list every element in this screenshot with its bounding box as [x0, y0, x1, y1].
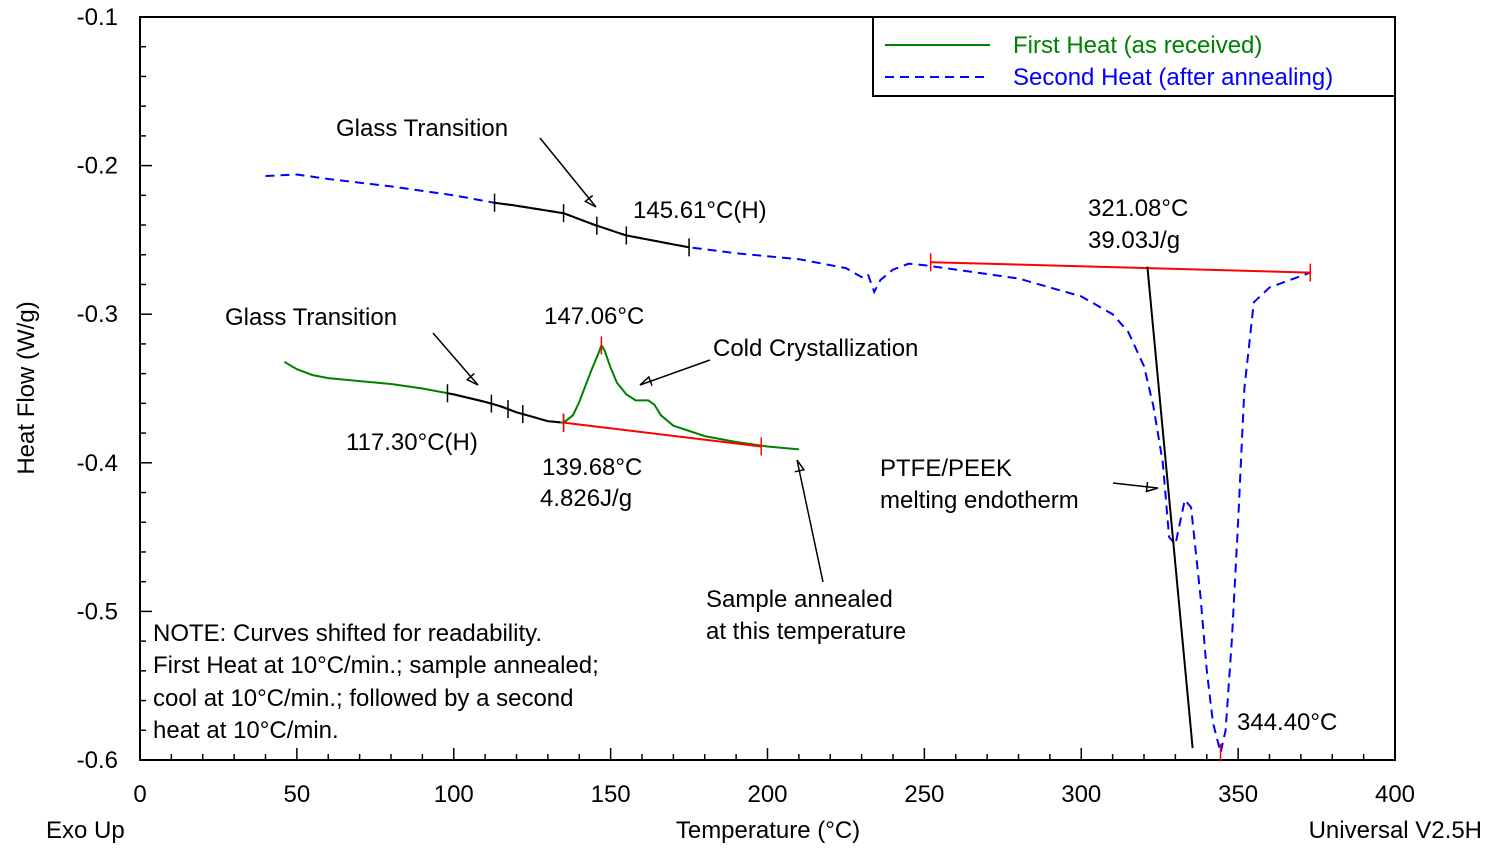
- annotation-arrow-head: [584, 194, 597, 208]
- version-label: Universal V2.5H: [1309, 817, 1482, 844]
- x-tick-label: 200: [747, 781, 787, 808]
- annotation-arrow: [639, 359, 711, 386]
- y-tick-label: -0.4: [77, 450, 118, 477]
- annotation-arrow: [1112, 482, 1159, 489]
- annotation-text: First Heat at 10°C/min.; sample annealed…: [153, 652, 599, 679]
- y-tick-label: -0.1: [77, 4, 118, 31]
- annotation-text: Glass Transition: [336, 115, 508, 142]
- x-tick-label: 150: [591, 781, 631, 808]
- annotation-arrow-head: [794, 459, 806, 473]
- annotation-text: Sample annealed: [706, 586, 893, 613]
- x-tick-label: 250: [904, 781, 944, 808]
- annotation-text: 145.61°C(H): [633, 197, 767, 224]
- melt-onset-tangent: [1146, 266, 1194, 749]
- annotation-text: melting endotherm: [880, 487, 1079, 514]
- annotation-arrow: [796, 459, 824, 583]
- y-tick-label: -0.3: [77, 301, 118, 328]
- annotation-text: at this temperature: [706, 618, 906, 645]
- x-axis-label: Temperature (°C): [676, 817, 860, 844]
- series-line-second-heat: [265, 173, 1311, 753]
- series-line-first-heat: [283, 343, 799, 451]
- annotation-arrow-head: [465, 373, 479, 386]
- x-tick-label: 400: [1375, 781, 1415, 808]
- annotation-text: 344.40°C: [1237, 709, 1337, 736]
- annotation-text: cool at 10°C/min.; followed by a second: [153, 685, 574, 712]
- cold-cryst-baseline: [563, 421, 762, 448]
- tg-overlay-second-heat: [494, 201, 690, 249]
- x-tick-label: 300: [1061, 781, 1101, 808]
- plot-frame: [139, 16, 1396, 761]
- melt-baseline: [930, 261, 1311, 274]
- x-tick-label: 50: [284, 781, 311, 808]
- annotation-text: 147.06°C: [544, 303, 644, 330]
- legend-box: [872, 16, 1396, 97]
- annotation-text: PTFE/PEEK: [880, 455, 1012, 482]
- x-tick-label: 0: [133, 781, 146, 808]
- y-axis-label: Heat Flow (W/g): [13, 301, 40, 474]
- annotation-text: 321.08°C: [1088, 195, 1188, 222]
- annotation-text: heat at 10°C/min.: [153, 717, 339, 744]
- annotation-arrow-head: [1145, 482, 1159, 493]
- annotation-text: 139.68°C: [542, 454, 642, 481]
- x-tick-label: 100: [434, 781, 474, 808]
- x-tick-label: 350: [1218, 781, 1258, 808]
- exo-up-label: Exo Up: [46, 817, 125, 844]
- annotation-text: Glass Transition: [225, 304, 397, 331]
- tg-overlay-first-heat: [447, 392, 561, 424]
- annotation-text: 4.826J/g: [540, 485, 632, 512]
- y-tick-label: -0.5: [77, 598, 118, 625]
- y-tick-label: -0.2: [77, 153, 118, 180]
- annotation-text: 39.03J/g: [1088, 227, 1180, 254]
- annotation-text: 117.30°C(H): [346, 429, 478, 456]
- annotation-arrow: [539, 137, 597, 208]
- y-tick-label: -0.6: [77, 747, 118, 774]
- annotation-text: NOTE: Curves shifted for readability.: [153, 620, 542, 647]
- annotation-arrow-head: [639, 375, 653, 386]
- annotation-text: Cold Crystallization: [713, 335, 918, 362]
- legend-label: First Heat (as received): [1013, 32, 1262, 59]
- legend-label: Second Heat (after annealing): [1013, 64, 1333, 91]
